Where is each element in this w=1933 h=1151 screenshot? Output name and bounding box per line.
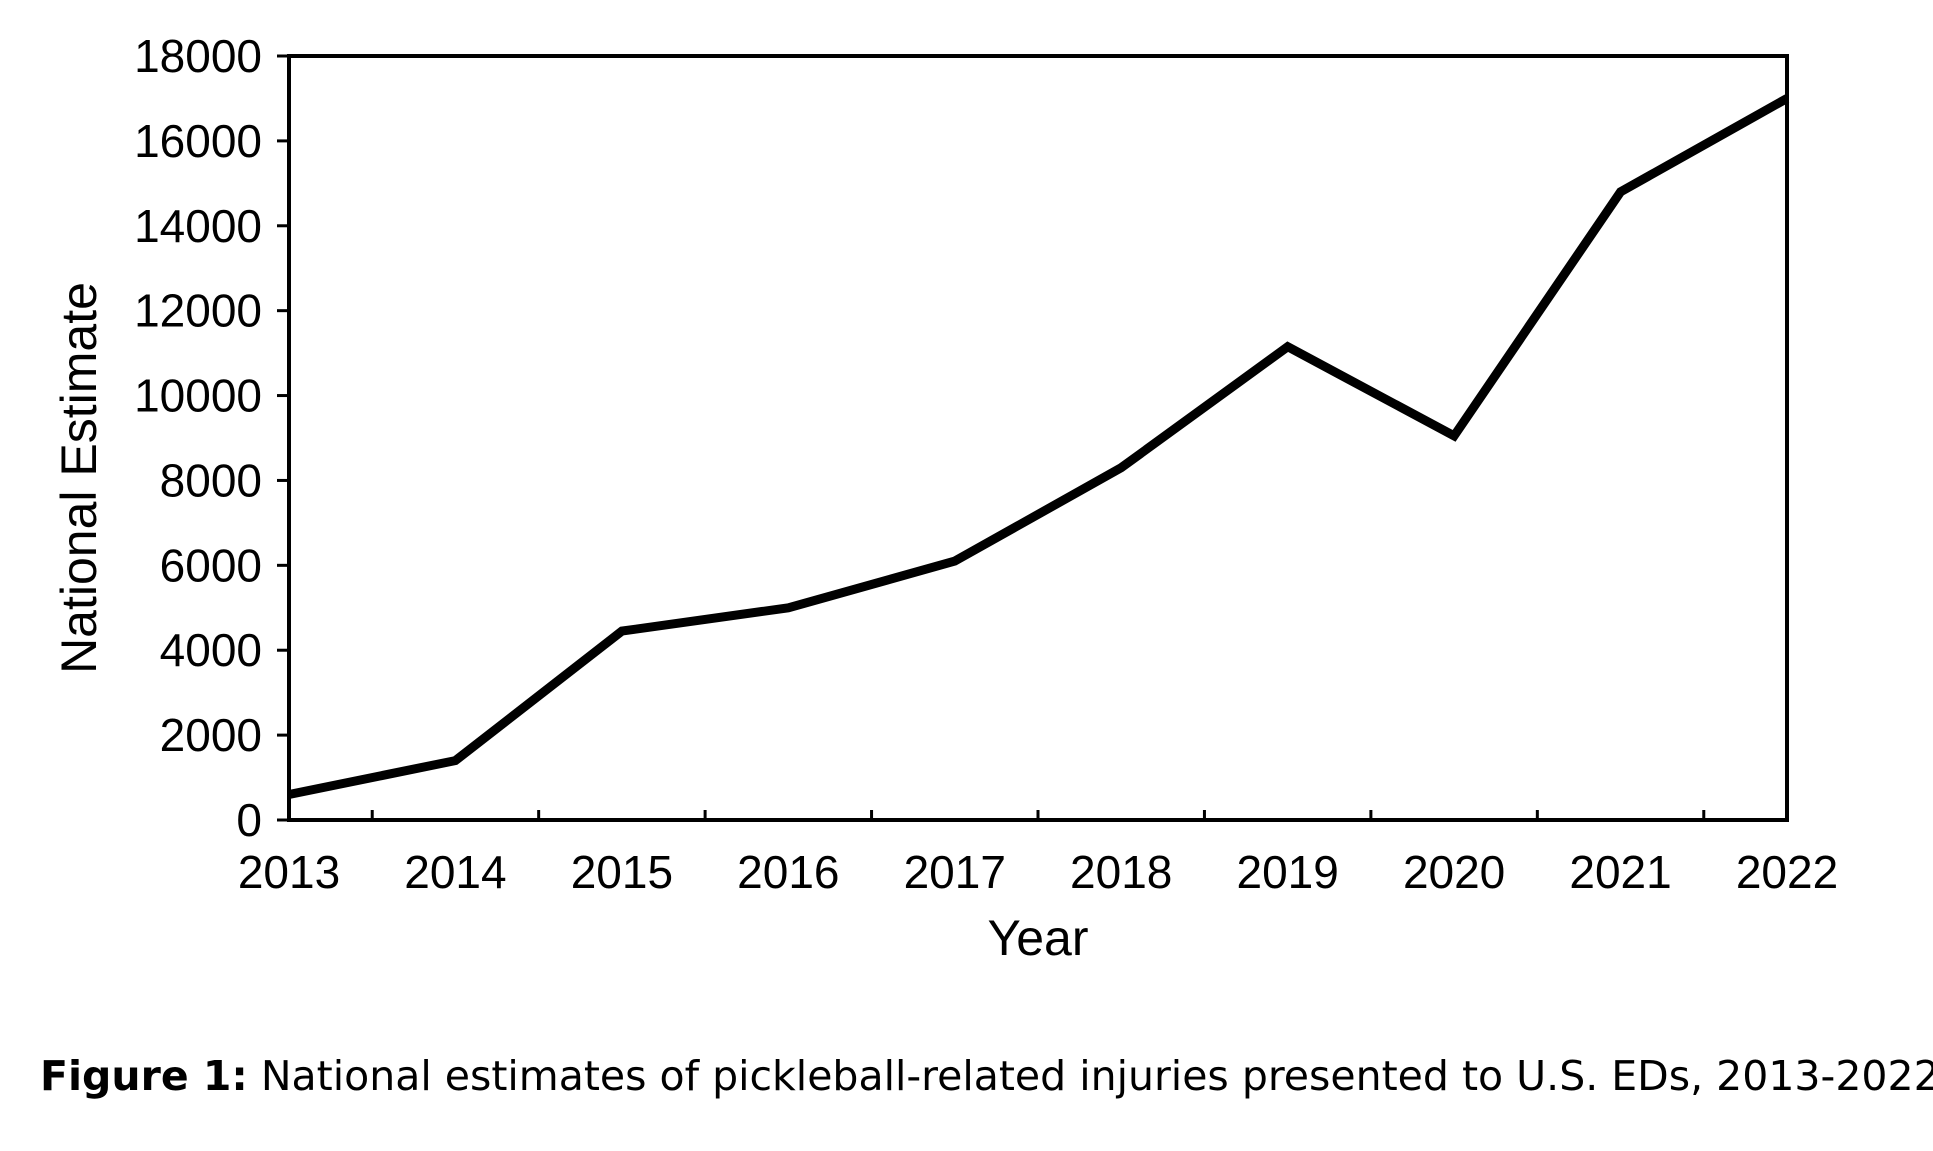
x-tick-label: 2019 (1236, 846, 1338, 898)
caption-label: Figure 1: (40, 1052, 248, 1100)
x-tick-label: 2018 (1070, 846, 1172, 898)
y-tick-label: 10000 (134, 370, 262, 422)
x-axis-title: Year (987, 910, 1088, 966)
caption-text: National estimates of pickleball-related… (247, 1052, 1933, 1100)
x-tick-label: 2022 (1736, 846, 1838, 898)
x-tick-label: 2020 (1403, 846, 1505, 898)
figure-caption: Figure 1: National estimates of pickleba… (40, 1052, 1933, 1100)
y-tick-label: 0 (236, 794, 262, 846)
plot-frame (287, 54, 1789, 822)
x-tick-label: 2017 (904, 846, 1006, 898)
y-axis: 0 2000 4000 6000 8000 10000 12000 14000 16000 180… (134, 30, 289, 846)
y-tick-label: 8000 (160, 454, 262, 506)
x-tick-label: 2016 (737, 846, 839, 898)
x-tick-label: 2021 (1569, 846, 1671, 898)
y-tick-label: 6000 (160, 539, 262, 591)
series-layer (288, 94, 1790, 799)
x-tick-label: 2015 (571, 846, 673, 898)
x-axis: 2013 2014 2015 2016 2017 2018 2019 2020 2021 2022 (238, 810, 1838, 898)
x-tick-label: 2014 (404, 846, 506, 898)
y-tick-label: 4000 (160, 624, 262, 676)
series-line (288, 94, 1790, 799)
x-tick-label: 2013 (238, 846, 340, 898)
y-tick-label: 16000 (134, 115, 262, 167)
y-tick-label: 14000 (134, 200, 262, 252)
y-tick-label: 2000 (160, 709, 262, 761)
y-tick-label: 18000 (134, 30, 262, 82)
y-tick-label: 12000 (134, 285, 262, 337)
y-axis-title: National Estimate (51, 282, 107, 674)
